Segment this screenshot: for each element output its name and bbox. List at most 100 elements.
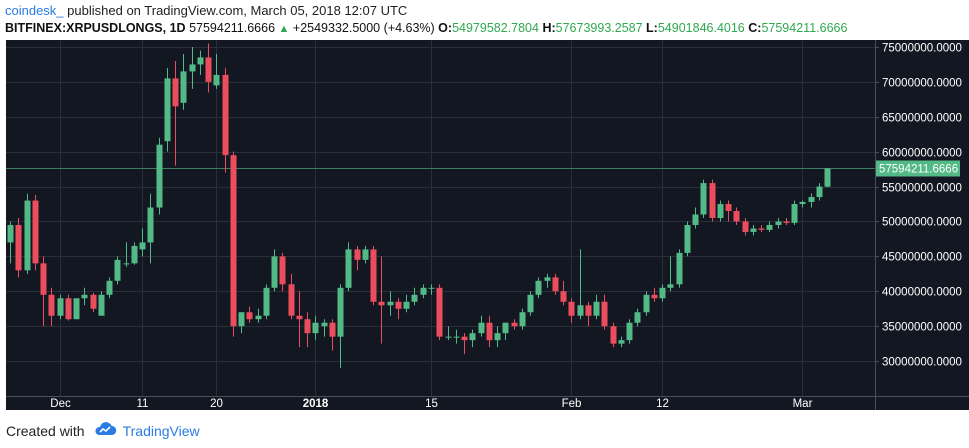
candle-up	[114, 259, 121, 281]
x-tick-label: 20	[210, 398, 223, 410]
candle-up	[634, 312, 641, 323]
x-tick-label: Mar	[793, 398, 813, 410]
x-tick-label: Dec	[50, 398, 71, 410]
candle-down	[395, 301, 402, 309]
candle-up	[577, 305, 584, 316]
high-value: 57673993.2587	[555, 21, 643, 35]
published-text: published on TradingView.com, March 05, …	[67, 3, 408, 18]
candle-up	[618, 340, 625, 344]
y-tick-label: 40000000.0000	[882, 287, 962, 299]
candle-down	[378, 301, 385, 306]
candle-up	[791, 204, 798, 223]
candle-up	[799, 201, 806, 205]
plot-background	[6, 40, 875, 396]
candle-up	[502, 322, 509, 334]
candle-down	[296, 315, 303, 320]
price-axis-background	[875, 40, 969, 396]
candle-up	[139, 242, 146, 250]
price-change: +2549332.5000 (+4.63%)	[292, 21, 435, 35]
candle-down	[230, 155, 237, 327]
candle-down	[222, 74, 229, 156]
candle-up	[197, 57, 204, 65]
candle-up	[535, 280, 542, 295]
candle-up	[816, 186, 823, 198]
candle-down	[709, 183, 716, 218]
x-tick-label: Feb	[562, 398, 582, 410]
candle-up	[494, 333, 501, 341]
candle-up	[411, 294, 418, 302]
candle-up	[271, 256, 278, 288]
created-with-text: Created with	[6, 422, 85, 439]
candle-up	[403, 301, 410, 309]
candle-up	[544, 277, 551, 281]
time-axis-background	[6, 396, 969, 410]
candle-up	[156, 144, 163, 208]
candle-up	[445, 336, 452, 338]
candle-up	[255, 315, 262, 320]
candle-up	[659, 287, 666, 299]
y-tick-label: 55000000.0000	[882, 183, 962, 195]
candle-up	[312, 322, 319, 334]
symbol-info: BITFINEX:XRPUSDLONGS, 1D 57594211.6666 ▲…	[5, 21, 847, 35]
candle-down	[40, 263, 47, 295]
candle-down	[601, 301, 608, 327]
candle-down	[758, 228, 765, 230]
symbol-label: BITFINEX:XRPUSDLONGS, 1D	[5, 21, 186, 35]
candle-up	[808, 197, 815, 202]
author-link[interactable]: coindesk_	[5, 3, 64, 18]
candle-up	[453, 336, 460, 338]
tradingview-cloud-icon	[93, 422, 117, 439]
candle-down	[733, 211, 740, 222]
candle-down	[511, 322, 518, 327]
candle-down	[288, 284, 295, 316]
x-tick-label: 15	[425, 398, 438, 410]
candle-up	[7, 224, 14, 243]
candle-up	[643, 294, 650, 313]
candle-down	[15, 224, 22, 271]
footer: Created with TradingView	[6, 422, 200, 439]
candle-up	[337, 287, 344, 337]
publish-info: coindesk_ published on TradingView.com, …	[5, 3, 407, 18]
open-value: 54979582.7804	[452, 21, 539, 35]
candle-down	[329, 322, 336, 337]
candle-up	[519, 312, 526, 327]
candle-down	[65, 298, 72, 320]
candle-up	[321, 322, 328, 327]
candle-down	[568, 301, 575, 316]
y-tick-label: 35000000.0000	[882, 322, 962, 334]
candle-down	[783, 221, 790, 223]
candle-down	[610, 326, 617, 344]
tradingview-link[interactable]: TradingView	[122, 422, 200, 439]
y-tick-label: 70000000.0000	[882, 78, 962, 90]
candle-down	[370, 249, 377, 302]
up-arrow-icon: ▲	[278, 23, 290, 35]
candle-up	[717, 204, 724, 218]
candle-up	[180, 71, 187, 103]
candle-up	[57, 298, 64, 316]
candle-up	[147, 207, 154, 243]
candle-up	[775, 221, 782, 225]
candle-up	[478, 322, 485, 334]
candle-up	[692, 214, 699, 225]
candle-down	[90, 294, 97, 309]
close-label: C:	[748, 21, 762, 35]
candle-up	[345, 249, 352, 288]
last-price: 57594211.6666	[189, 21, 276, 35]
y-tick-label: 65000000.0000	[882, 113, 962, 125]
close-value: 57594211.6666	[761, 21, 848, 35]
candle-down	[742, 221, 749, 232]
candle-up	[123, 263, 130, 265]
candle-up	[362, 249, 369, 260]
y-tick-label: 45000000.0000	[882, 252, 962, 264]
candle-down	[585, 305, 592, 316]
candle-down	[560, 291, 567, 302]
candle-up	[684, 224, 691, 253]
y-tick-label: 50000000.0000	[882, 217, 962, 229]
candle-up	[667, 284, 674, 288]
candle-up	[700, 183, 707, 215]
low-label: L:	[646, 21, 658, 35]
candle-up	[750, 228, 757, 232]
x-tick-label: 12	[656, 398, 669, 410]
last-price-badge	[876, 160, 960, 177]
candlestick-chart[interactable]: 30000000.0000 35000000.0000 40000000.0000 4…	[0, 40, 969, 410]
